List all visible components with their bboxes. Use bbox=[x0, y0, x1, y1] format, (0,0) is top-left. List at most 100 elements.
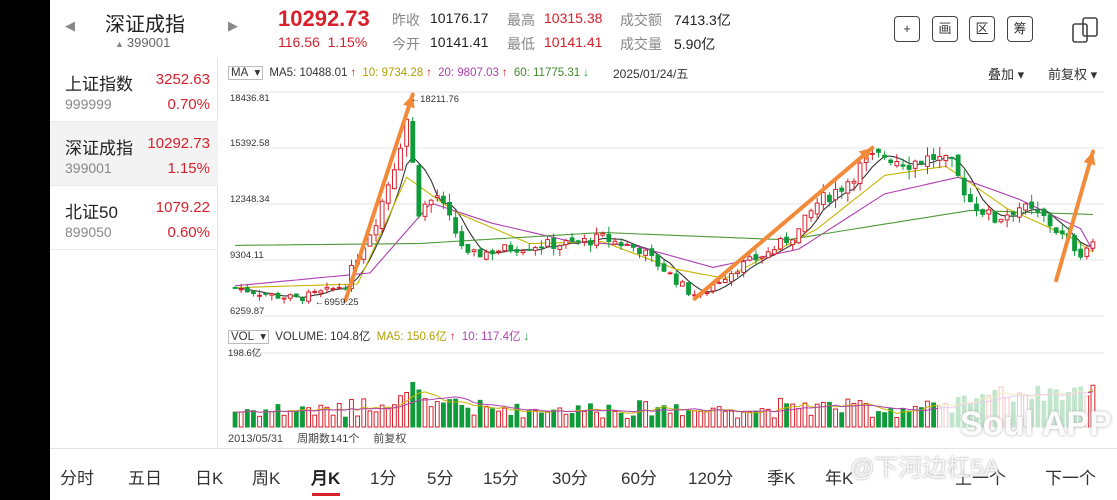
candle-body bbox=[526, 248, 532, 251]
ma5-value: MA5: 10488.01 bbox=[269, 67, 348, 79]
candle-body bbox=[244, 287, 250, 293]
tab-5min[interactable]: 5分 bbox=[427, 469, 454, 488]
candle-body bbox=[643, 249, 649, 256]
volume-bar bbox=[588, 403, 593, 428]
candle-body bbox=[336, 286, 342, 289]
volume-bar bbox=[416, 389, 422, 428]
candle-body bbox=[955, 154, 961, 176]
ma-indicator-select[interactable]: MA ▾ bbox=[228, 66, 264, 80]
candle-body bbox=[667, 272, 673, 275]
candle-body bbox=[827, 194, 832, 203]
candle-body bbox=[679, 281, 685, 287]
candle-body bbox=[563, 240, 569, 246]
candle-body bbox=[557, 245, 563, 250]
tab-120min[interactable]: 120分 bbox=[688, 469, 734, 488]
cursor-date: 2025/01/24/五 bbox=[613, 67, 689, 81]
tab-30min[interactable]: 30分 bbox=[552, 469, 588, 488]
candle-body bbox=[796, 228, 802, 244]
add-watchlist-button[interactable]: + bbox=[894, 16, 920, 42]
candle-body bbox=[778, 238, 783, 250]
ma-legend: MA ▾ MA5: 10488.01 ↑ 10: 9734.28 ↑ 20: 980… bbox=[228, 65, 592, 80]
volume-bar bbox=[759, 408, 765, 428]
volume-bar bbox=[722, 410, 728, 428]
volume-bar bbox=[471, 414, 477, 428]
candle-body bbox=[490, 250, 495, 255]
sidebar-item-code: 999999 bbox=[65, 96, 112, 112]
index-code-row[interactable]: ▲ 399001 bbox=[115, 35, 170, 50]
prev-close-value: 10176.17 bbox=[430, 10, 489, 26]
volume-bar bbox=[563, 413, 569, 428]
tab-1min[interactable]: 1分 bbox=[370, 469, 397, 488]
tab-60min[interactable]: 60分 bbox=[621, 469, 657, 488]
volume-bar bbox=[575, 405, 581, 428]
trend-arrow bbox=[692, 145, 875, 301]
tab-monthly-k[interactable]: 月K bbox=[311, 469, 341, 488]
volume-bar bbox=[496, 410, 501, 428]
trend-arrow bbox=[1054, 149, 1095, 283]
volume-bar bbox=[716, 406, 722, 428]
tab-intraday[interactable]: 分时 bbox=[60, 469, 94, 488]
next-button[interactable]: 下一个 bbox=[1045, 469, 1096, 488]
rotate-screen-icon[interactable] bbox=[1070, 15, 1102, 45]
volume-bar bbox=[918, 407, 924, 428]
volume-bar bbox=[275, 404, 281, 428]
candle-body bbox=[839, 187, 845, 192]
adjust-select[interactable]: 前复权 ▾ bbox=[1048, 64, 1097, 83]
chip-distribution-button[interactable]: 筹 bbox=[1007, 16, 1033, 42]
sidebar-item-bz50-index[interactable]: 北证50 1079.22 899050 0.60% bbox=[50, 186, 218, 250]
volume-bar bbox=[404, 391, 410, 428]
kline-chart-area[interactable]: MA ▾ MA5: 10488.01 ↑ 10: 9734.28 ↑ 20: 980… bbox=[218, 58, 1117, 448]
trend-arrow bbox=[343, 92, 415, 303]
candle-body bbox=[606, 233, 612, 243]
candle-body bbox=[508, 244, 514, 252]
ma5-up-arrow-icon: ↑ bbox=[350, 67, 357, 79]
candle-body bbox=[300, 297, 305, 302]
volume-bar bbox=[931, 402, 937, 428]
volume-bar bbox=[698, 410, 704, 428]
volume-bar bbox=[306, 407, 311, 428]
prev-index-arrow-icon[interactable]: ◀ bbox=[65, 18, 75, 33]
candle-body bbox=[514, 249, 520, 253]
tab-quarterly-k[interactable]: 季K bbox=[767, 469, 796, 488]
vol-ma5-value: MA5: 150.6亿 bbox=[376, 331, 447, 343]
range-stats-button[interactable]: 区 bbox=[969, 16, 995, 42]
candle-body bbox=[391, 169, 397, 190]
prev-button[interactable]: 上一个 bbox=[955, 469, 1006, 488]
high-value: 10315.38 bbox=[544, 10, 603, 26]
tab-weekly-k[interactable]: 周K bbox=[252, 469, 281, 488]
candle-body bbox=[465, 243, 471, 253]
candle-body bbox=[385, 184, 391, 204]
tab-yearly-k[interactable]: 年K bbox=[825, 469, 854, 488]
change-value: 116.56 bbox=[278, 34, 320, 50]
volume-bar bbox=[465, 407, 471, 428]
volume-bar bbox=[673, 404, 679, 428]
candle-body bbox=[820, 192, 826, 205]
sidebar-item-sh-index[interactable]: 上证指数 3252.63 999999 0.70% bbox=[50, 58, 218, 122]
tab-five-day[interactable]: 五日 bbox=[128, 469, 162, 488]
sidebar-item-pct: 0.70% bbox=[167, 96, 210, 113]
tab-daily-k[interactable]: 日K bbox=[195, 469, 224, 488]
index-sidebar: 上证指数 3252.63 999999 0.70% 深证成指 10292.73 … bbox=[50, 58, 218, 448]
index-title: 深证成指 bbox=[105, 14, 185, 36]
kline-grid bbox=[232, 91, 1104, 317]
adjust-mode: 前复权 bbox=[373, 433, 407, 445]
kline-chart[interactable]: 18436.81 15392.58 12348.34 9304.11 6259.87 ←1… bbox=[218, 84, 1117, 324]
overlay-select[interactable]: 叠加 ▾ bbox=[988, 64, 1024, 83]
volume-bar bbox=[526, 409, 532, 428]
tab-15min[interactable]: 15分 bbox=[483, 469, 519, 488]
turnover-value: 7413.3亿 bbox=[674, 12, 731, 28]
volume-bar bbox=[704, 411, 710, 428]
volume-bar bbox=[520, 417, 526, 428]
volume-bar bbox=[349, 399, 354, 428]
vol-ma10-down-arrow-icon: ↓ bbox=[523, 331, 530, 343]
candle-body bbox=[1053, 227, 1059, 234]
draw-tool-button[interactable]: 画 bbox=[932, 16, 958, 42]
volume-bar bbox=[257, 415, 262, 428]
volume-bar bbox=[851, 402, 857, 428]
volume-bar bbox=[876, 411, 881, 428]
candle-body bbox=[986, 209, 992, 215]
next-index-arrow-icon[interactable]: ▶ bbox=[228, 18, 238, 33]
candle-body bbox=[269, 293, 275, 296]
sidebar-item-sz-index[interactable]: 深证成指 10292.73 399001 1.15% bbox=[50, 122, 218, 186]
vol-indicator-select[interactable]: VOL ▾ bbox=[228, 330, 269, 344]
